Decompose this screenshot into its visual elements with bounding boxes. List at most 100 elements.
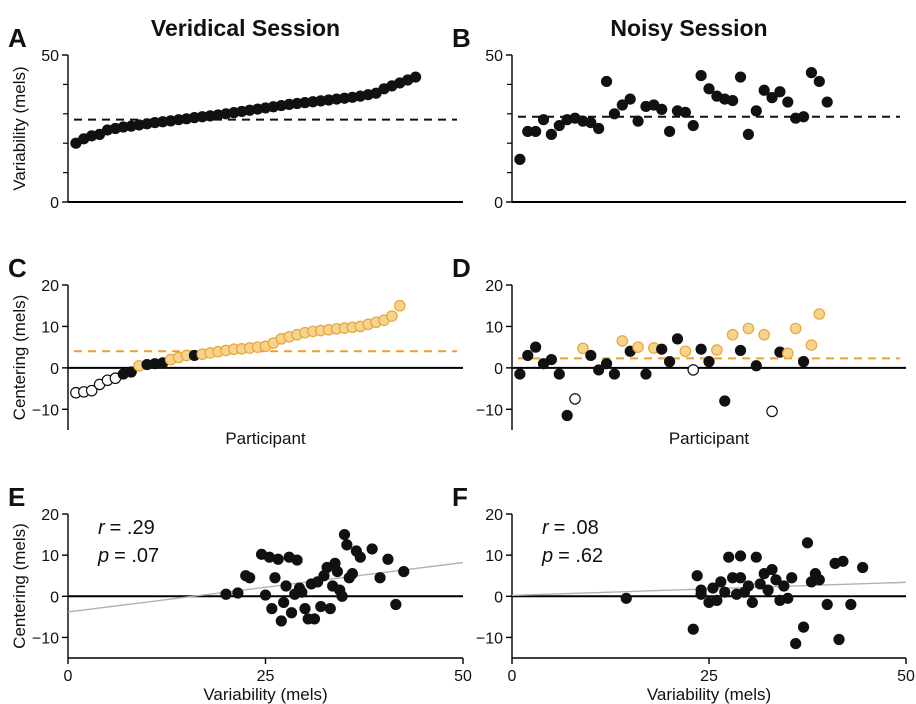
column-title: Noisy Session xyxy=(610,15,767,41)
data-point xyxy=(593,122,605,135)
data-point xyxy=(734,344,747,357)
data-point xyxy=(762,584,774,596)
panel-letter: A xyxy=(8,23,27,53)
p-symbol: p xyxy=(541,545,553,567)
data-point xyxy=(600,75,613,88)
data-point xyxy=(545,353,558,366)
data-point xyxy=(742,322,755,335)
data-point xyxy=(750,105,762,117)
y-tick-label: 20 xyxy=(41,507,59,524)
data-point xyxy=(711,594,723,607)
data-point xyxy=(782,96,794,108)
p-value: p = .07 xyxy=(97,545,159,567)
x-tick-label: 0 xyxy=(508,668,517,685)
data-point xyxy=(232,587,244,599)
data-point xyxy=(530,341,542,353)
y-tick-label: 0 xyxy=(50,589,59,606)
x-tick-label: 25 xyxy=(700,668,718,685)
data-point xyxy=(272,553,284,565)
data-point xyxy=(600,358,613,370)
text-layer: 0 50 A Veridical Session Variability (mels) 0… xyxy=(8,15,915,704)
data-point xyxy=(308,613,321,625)
data-point xyxy=(821,96,833,108)
data-point xyxy=(315,600,327,613)
data-point xyxy=(285,607,298,619)
data-point xyxy=(278,596,290,609)
data-point xyxy=(734,572,747,584)
data-point xyxy=(656,343,668,355)
data-point xyxy=(726,328,739,341)
column-title: Veridical Session xyxy=(151,15,340,41)
x-axis-label: Participant xyxy=(225,429,306,448)
data-point xyxy=(782,592,794,604)
x-axis-label: Participant xyxy=(669,429,750,448)
y-tick-label: 0 xyxy=(50,361,59,378)
data-point xyxy=(805,339,818,351)
data-point xyxy=(734,71,747,83)
data-point xyxy=(620,592,632,604)
y-tick-label: 20 xyxy=(485,507,503,524)
data-point xyxy=(742,128,755,140)
data-point xyxy=(393,299,406,312)
data-point xyxy=(331,565,343,578)
data-point xyxy=(727,94,739,107)
panel-letter: E xyxy=(8,482,25,512)
data-point xyxy=(750,551,762,563)
data-point xyxy=(553,119,565,132)
data-point xyxy=(632,341,644,353)
x-axis-label: Variability (mels) xyxy=(203,685,327,704)
data-point xyxy=(266,603,278,615)
y-axis-label: Centering (mels) xyxy=(10,523,29,649)
y-tick-label: 0 xyxy=(494,195,503,212)
data-point xyxy=(778,580,790,592)
data-point xyxy=(797,356,810,368)
y-tick-label: 10 xyxy=(485,319,503,336)
data-point xyxy=(336,590,348,602)
y-axis-label: Variability (mels) xyxy=(10,66,29,190)
data-point xyxy=(346,568,358,580)
data-point xyxy=(561,409,573,422)
y-tick-label: −10 xyxy=(476,402,503,419)
r-symbol: r xyxy=(542,517,550,539)
data-point xyxy=(821,598,833,611)
data-point xyxy=(616,335,629,347)
r-value: = .29 xyxy=(110,517,155,539)
data-point xyxy=(857,561,869,574)
data-point xyxy=(813,75,825,88)
p-value: p = .62 xyxy=(541,545,603,567)
data-point xyxy=(382,553,394,565)
x-tick-label: 50 xyxy=(897,668,915,685)
data-point xyxy=(813,308,826,320)
data-point xyxy=(707,582,719,594)
y-tick-label: 10 xyxy=(485,548,503,565)
data-point xyxy=(624,93,636,105)
data-point xyxy=(734,550,747,562)
data-point xyxy=(679,345,692,358)
data-point xyxy=(296,586,308,598)
data-point xyxy=(386,310,398,322)
y-tick-label: −10 xyxy=(32,402,59,419)
panel-letter: C xyxy=(8,253,27,283)
data-point xyxy=(845,598,857,611)
data-point xyxy=(398,565,410,578)
y-tick-label: −10 xyxy=(476,630,503,647)
data-point xyxy=(275,615,287,627)
data-point xyxy=(324,603,336,615)
data-point xyxy=(671,333,684,345)
data-point xyxy=(409,71,422,83)
data-point xyxy=(569,393,581,405)
data-point xyxy=(703,356,715,368)
data-point xyxy=(774,86,786,98)
data-point xyxy=(766,92,778,104)
data-point xyxy=(687,119,699,132)
data-point xyxy=(244,572,256,584)
y-tick-label: 0 xyxy=(50,195,59,212)
data-point xyxy=(545,128,558,140)
data-point xyxy=(789,322,802,335)
data-point xyxy=(758,328,770,341)
data-point xyxy=(754,578,766,590)
data-point xyxy=(813,574,825,586)
data-point xyxy=(723,551,735,563)
data-point xyxy=(522,349,534,362)
